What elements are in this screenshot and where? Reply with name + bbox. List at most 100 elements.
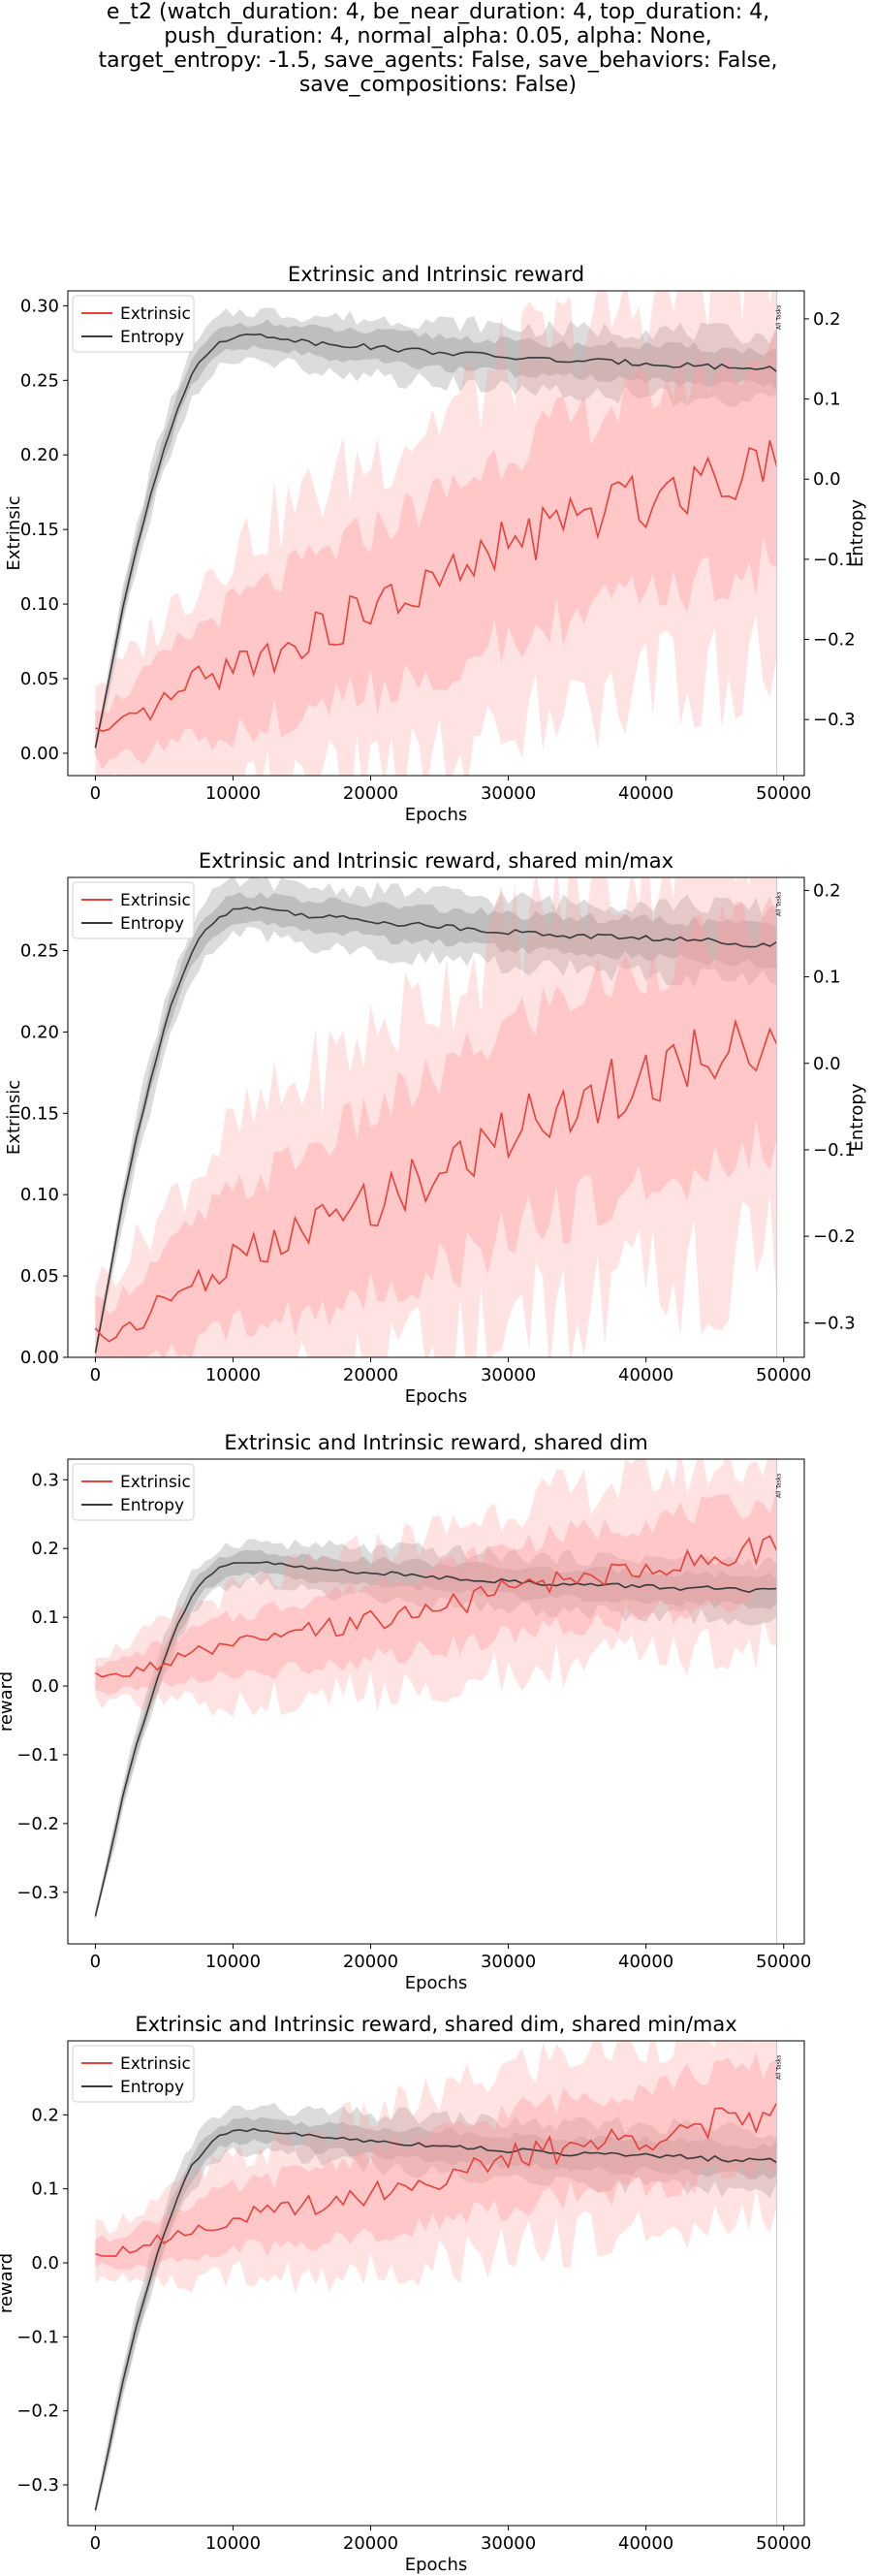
y2-tick-label: −0.3 <box>813 710 856 730</box>
extrinsic-line <box>94 1535 778 1678</box>
plot-area <box>94 877 778 1357</box>
x-tick-label: 10000 <box>205 1365 261 1385</box>
extrinsic-line <box>95 440 778 732</box>
y2-axis-label: Entropy <box>847 499 867 567</box>
y2-tick-label: 0.1 <box>813 390 841 410</box>
chart-title: Extrinsic and Intrinsic reward, shared d… <box>224 1431 647 1454</box>
plot-area <box>94 291 778 776</box>
plot-frame <box>67 1458 805 1945</box>
extrinsic-minmax-band <box>95 877 777 1357</box>
entropy-minmax-band <box>95 1539 777 1922</box>
y-tick-label: 0.0 <box>31 2253 59 2274</box>
x-tick-label: 40000 <box>618 1952 673 1972</box>
y2-tick-label: −0.1 <box>813 1140 856 1161</box>
x-tick-label: 50000 <box>756 1952 811 1972</box>
legend: Extrinsic Entropy <box>72 2045 195 2103</box>
extrinsic-line <box>95 2102 778 2257</box>
entropy-std-band <box>95 319 777 751</box>
y2-tick-label: 0.1 <box>813 968 841 988</box>
extrinsic-minmax-band <box>95 291 777 776</box>
x-tick-label: 0 <box>90 783 101 804</box>
y-tick-label: −0.2 <box>16 2401 59 2422</box>
x-tick-label: 40000 <box>618 783 673 804</box>
extrinsic-std-band <box>95 1488 777 1696</box>
all-tasks-label: All Tasks <box>776 2055 783 2080</box>
plot-frame <box>67 876 805 1358</box>
plot-frame <box>67 2040 805 2527</box>
y-tick-label: 0.2 <box>31 2105 59 2125</box>
x-tick-label: 0 <box>90 1952 101 1972</box>
entropy-std-band <box>95 2116 777 2515</box>
y-axis-label: reward <box>0 2253 16 2313</box>
chart-shared-minmax: Extrinsic and Intrinsic reward, shared m… <box>4 849 867 1407</box>
entropy-line <box>94 2127 778 2511</box>
legend: Extrinsic Entropy <box>72 295 195 353</box>
x-tick-label: 20000 <box>343 783 398 804</box>
legend-label: Entropy <box>120 1496 184 1515</box>
x-axis-label: Epochs <box>405 2555 468 2575</box>
entropy-line <box>94 1561 777 1917</box>
y2-tick-label: 0.0 <box>813 469 841 490</box>
y-tick-label: 0.1 <box>31 1607 59 1628</box>
x-tick-label: 50000 <box>756 1365 811 1385</box>
x-tick-label: 30000 <box>481 1365 536 1385</box>
plot-area <box>94 2041 778 2516</box>
x-axis-label: Epochs <box>405 1973 468 1993</box>
entropy-line <box>94 333 778 748</box>
y2-axis-label: Entropy <box>847 1083 867 1151</box>
y-tick-label: 0.3 <box>31 1470 59 1490</box>
legend: Extrinsic Entropy <box>72 881 195 939</box>
y-tick-label: 0.00 <box>20 744 59 764</box>
y-tick-label: 0.30 <box>20 296 59 316</box>
chart-title: Extrinsic and Intrinsic reward <box>288 263 584 286</box>
chart-title: Extrinsic and Intrinsic reward, shared d… <box>135 2013 736 2036</box>
y-tick-label: 0.05 <box>20 1266 59 1287</box>
x-tick-label: 20000 <box>343 1365 398 1385</box>
x-tick-label: 10000 <box>205 1952 261 1972</box>
y-tick-label: −0.3 <box>16 1883 59 1903</box>
x-tick-label: 0 <box>90 2533 101 2554</box>
y-tick-label: −0.2 <box>16 1814 59 1834</box>
x-tick-label: 50000 <box>756 2533 811 2554</box>
entropy-minmax-band <box>95 877 777 1357</box>
y-tick-label: 0.20 <box>20 1022 59 1042</box>
entropy-line <box>94 906 778 1353</box>
extrinsic-std-band <box>95 326 777 770</box>
x-tick-label: 10000 <box>205 2533 261 2554</box>
legend-box <box>72 295 195 353</box>
y2-tick-label: −0.2 <box>813 630 856 651</box>
y-tick-label: 0.15 <box>20 520 59 540</box>
chart-shared-dim: Extrinsic and Intrinsic reward, shared d… <box>0 1431 811 1993</box>
y-tick-label: −0.3 <box>16 2475 59 2496</box>
legend-box <box>72 881 195 939</box>
y-tick-label: 0.2 <box>31 1539 59 1559</box>
x-tick-label: 10000 <box>205 783 261 804</box>
x-tick-label: 30000 <box>481 2533 536 2554</box>
y-axis-label: Extrinsic <box>4 1080 24 1155</box>
y-tick-label: 0.25 <box>20 370 59 391</box>
extrinsic-std-band <box>95 2051 777 2271</box>
y-tick-label: 0.20 <box>20 445 59 465</box>
extrinsic-minmax-band <box>95 2041 777 2295</box>
x-tick-label: 40000 <box>618 2533 673 2554</box>
x-tick-label: 40000 <box>618 1365 673 1385</box>
legend-label: Entropy <box>120 914 184 934</box>
y2-tick-label: 0.2 <box>813 880 841 901</box>
y-tick-label: −0.1 <box>16 2327 59 2347</box>
legend-box <box>72 1463 195 1521</box>
x-tick-label: 20000 <box>343 1952 398 1972</box>
legend-label: Extrinsic <box>120 1473 191 1492</box>
y-tick-label: 0.00 <box>20 1348 59 1368</box>
legend-label: Entropy <box>120 2078 184 2097</box>
y2-tick-label: 0.0 <box>813 1054 841 1074</box>
legend-box <box>72 2045 195 2103</box>
x-tick-label: 50000 <box>756 783 811 804</box>
x-tick-label: 20000 <box>343 2533 398 2554</box>
y-axis-label: Extrinsic <box>4 495 24 570</box>
plot-area <box>94 1459 778 1922</box>
all-tasks-label: All Tasks <box>776 1474 783 1498</box>
y2-tick-label: −0.1 <box>813 550 856 570</box>
y-tick-label: 0.10 <box>20 1185 59 1205</box>
figure-suptitle: e_t2 (watch_duration: 4, be_near_duratio… <box>98 0 778 97</box>
chart-title: Extrinsic and Intrinsic reward, shared m… <box>199 849 673 873</box>
